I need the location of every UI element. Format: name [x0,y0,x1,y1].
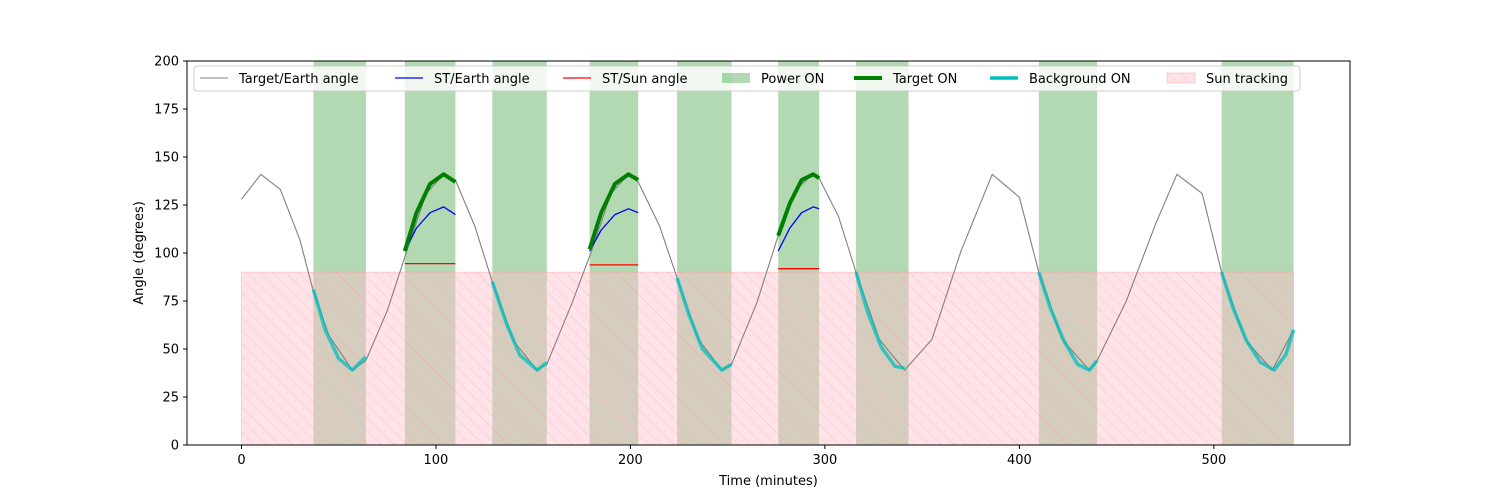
legend-label: Power ON [761,72,824,87]
x-axis-label: Time (minutes) [718,474,818,489]
sun-tracking-hatch [241,272,1294,445]
x-tick-label: 300 [812,453,837,468]
legend-label: Target ON [892,72,957,87]
legend-box [193,65,1301,92]
y-tick-label: 175 [154,103,179,118]
y-tick-label: 50 [162,343,179,358]
legend-label: ST/Earth angle [434,72,530,87]
y-tick-label: 75 [162,295,179,310]
x-tick-label: 0 [237,453,245,468]
target-on-line [402,172,457,252]
y-tick-label: 125 [154,199,179,214]
y-tick-label: 200 [154,55,179,70]
background-on-line [490,281,548,372]
legend-swatch-hatch [1167,73,1195,83]
background-on-line [1219,271,1296,372]
y-axis-label: Angle (degrees) [132,201,147,305]
legend-label: Background ON [1029,72,1131,87]
legend: Target/Earth angle ST/Earth angle ST/Sun a… [193,65,1301,92]
target-on-line [776,172,821,237]
background-on-line [675,277,733,372]
st-earth-line [404,206,456,252]
y-tick-label: 25 [162,391,179,406]
background-on-line [311,289,368,372]
x-tick-label: 500 [1201,453,1226,468]
legend-swatch [722,73,750,83]
y-tick-label: 150 [154,151,179,166]
target-on-line [587,172,640,250]
plot-area [241,61,1296,445]
y-tick-label: 0 [171,439,179,454]
legend-label: Sun tracking [1206,72,1288,87]
st-earth-line [589,208,639,252]
background-on-line [1037,271,1099,372]
legend-label: ST/Sun angle [602,72,688,87]
x-tick-label: 400 [1007,453,1032,468]
y-tick-label: 100 [154,247,179,262]
legend-label: Target/Earth angle [238,72,359,87]
axes: 0 100 200 300 400 500 0 25 50 75 100 125 150 175 200 Ti… [132,55,1351,489]
x-tick-label: 200 [618,453,643,468]
background-on-line [854,271,905,370]
x-tick-label: 100 [424,453,449,468]
st-earth-line [777,206,820,252]
